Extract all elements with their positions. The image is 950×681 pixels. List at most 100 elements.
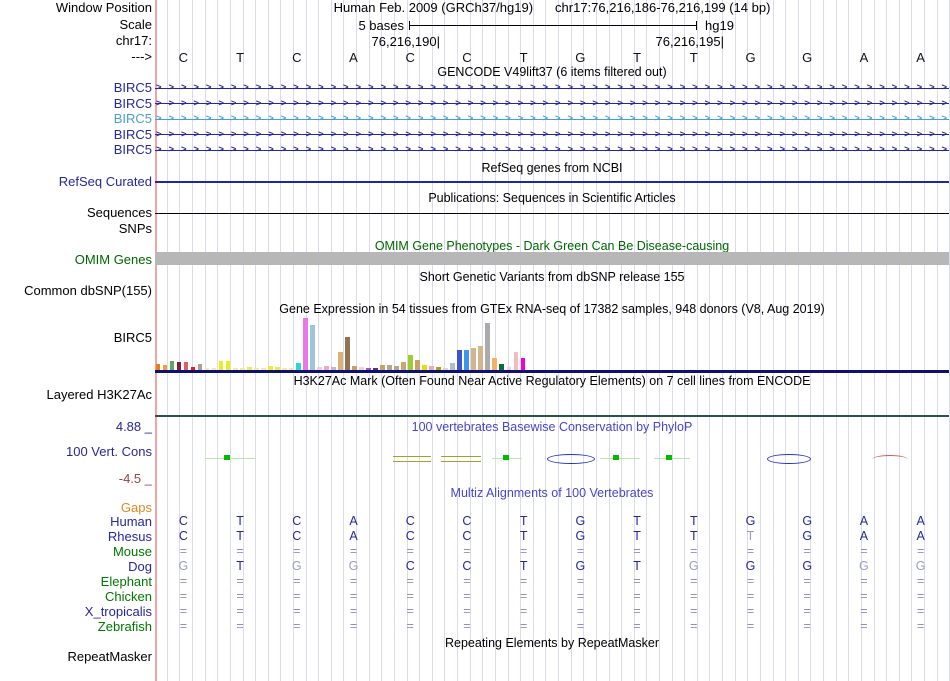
phylop-mark[interactable] — [654, 457, 690, 459]
gtex-bar[interactable] — [422, 365, 428, 370]
gaps-label[interactable]: Gaps — [120, 500, 152, 515]
phylop-mark[interactable] — [666, 455, 672, 460]
phylop-mark[interactable] — [547, 454, 595, 464]
gene-label-birc5[interactable]: BIRC5 — [113, 142, 152, 157]
h3k27ac-signal-line[interactable] — [155, 415, 949, 417]
species-label-rhesus[interactable]: Rhesus — [107, 529, 152, 544]
phylop-mark[interactable] — [872, 455, 908, 464]
gtex-bar[interactable] — [309, 325, 315, 370]
transcript-arrows[interactable]: > > > > > > > > > > > > > > > > > > > > > > > > > > > > > > > > > > > > > > > >… — [155, 129, 949, 141]
gtex-bar[interactable] — [338, 352, 343, 370]
gtex-bar[interactable] — [401, 362, 406, 370]
gtex-bar[interactable] — [239, 368, 245, 370]
gtex-bar[interactable] — [295, 363, 301, 370]
gtex-bar[interactable] — [331, 367, 336, 370]
gtex-bar[interactable] — [190, 367, 196, 370]
gtex-bar[interactable] — [316, 367, 322, 370]
phylop-mark[interactable] — [600, 457, 640, 459]
gtex-bar[interactable] — [492, 358, 498, 370]
gtex-bar[interactable] — [506, 367, 512, 370]
sequences-item-line[interactable] — [155, 212, 949, 214]
gtex-bar[interactable] — [471, 348, 477, 370]
gtex-bar[interactable] — [288, 368, 294, 370]
gtex-bar[interactable] — [204, 368, 210, 370]
gtex-bar[interactable] — [513, 352, 519, 370]
gtex-bar[interactable] — [380, 365, 385, 370]
omim-gene-bar[interactable] — [155, 252, 949, 265]
transcript-arrows[interactable]: > > > > > > > > > > > > > > > > > > > > > > > > > > > > > > > > > > > > > > > >… — [155, 82, 949, 94]
phylop-mark[interactable] — [393, 455, 431, 462]
gtex-bar[interactable] — [429, 366, 435, 370]
layered-h3k27ac-label[interactable]: Layered H3K27Ac — [46, 387, 152, 402]
gtex-bar[interactable] — [352, 366, 357, 370]
gtex-bar[interactable] — [197, 364, 203, 370]
gtex-bar[interactable] — [246, 367, 252, 370]
gtex-bar[interactable] — [169, 361, 175, 370]
gtex-bar[interactable] — [211, 368, 217, 370]
phylop-mark[interactable] — [767, 454, 811, 464]
gtex-bar[interactable] — [457, 350, 463, 370]
snps-label[interactable]: SNPs — [118, 221, 152, 236]
phylop-mark[interactable] — [613, 455, 619, 460]
gene-label-birc5[interactable]: BIRC5 — [113, 111, 152, 126]
species-label-human[interactable]: Human — [110, 514, 152, 529]
gene-label-birc5[interactable]: BIRC5 — [113, 80, 152, 95]
gtex-bar[interactable] — [155, 364, 161, 370]
gtex-bar[interactable] — [408, 355, 414, 370]
gtex-bar[interactable] — [450, 363, 456, 370]
phylop-mark[interactable] — [441, 455, 481, 462]
alignment-base: G — [291, 559, 302, 573]
gtex-bar[interactable] — [260, 368, 266, 370]
gtex-bar[interactable] — [176, 362, 182, 370]
omim-genes-label[interactable]: OMIM Genes — [74, 252, 152, 267]
species-label-elephant[interactable]: Elephant — [100, 574, 152, 589]
gtex-bar[interactable] — [415, 360, 421, 370]
gtex-bar[interactable] — [499, 364, 505, 370]
species-label-chicken[interactable]: Chicken — [105, 589, 152, 604]
gtex-bar[interactable] — [394, 366, 399, 370]
gtex-bar[interactable] — [267, 366, 273, 370]
gtex-bar[interactable] — [366, 368, 371, 370]
gtex-bar[interactable] — [373, 368, 378, 370]
gtex-bar[interactable] — [183, 362, 189, 370]
gtex-bar[interactable] — [274, 367, 280, 370]
gtex-bar[interactable] — [281, 368, 287, 370]
gene-label-birc5[interactable]: BIRC5 — [113, 126, 152, 142]
gtex-bar[interactable] — [323, 366, 329, 370]
phylop-mark[interactable] — [224, 455, 230, 460]
common-dbsnp-label[interactable]: Common dbSNP(155) — [24, 283, 152, 298]
gtex-bar[interactable] — [345, 337, 350, 370]
species-label-dog[interactable]: Dog — [128, 559, 152, 574]
gtex-bar[interactable] — [478, 346, 484, 370]
species-label-x_tropicalis[interactable]: X_tropicalis — [84, 604, 152, 619]
alignment-base: = — [803, 574, 811, 588]
transcript-arrows[interactable]: > > > > > > > > > > > > > > > > > > > > > > > > > > > > > > > > > > > > > > > >… — [155, 144, 949, 156]
gtex-bar[interactable] — [436, 367, 442, 370]
transcript-arrows[interactable]: > > > > > > > > > > > > > > > > > > > > > > > > > > > > > > > > > > > > > > > >… — [155, 98, 949, 110]
gtex-bar[interactable] — [253, 368, 259, 370]
transcript-arrows[interactable]: > > > > > > > > > > > > > > > > > > > > > > > > > > > > > > > > > > > > > > > >… — [155, 113, 949, 125]
gtex-bar[interactable] — [443, 368, 449, 370]
gtex-bar[interactable] — [218, 361, 224, 370]
species-label-mouse[interactable]: Mouse — [112, 544, 152, 559]
gtex-bar[interactable] — [225, 361, 231, 370]
gtex-bar[interactable] — [232, 368, 238, 370]
gtex-bar[interactable] — [485, 323, 491, 370]
vert-cons-label[interactable]: 100 Vert. Cons — [66, 444, 152, 459]
window-position-title: Human Feb. 2009 (GRCh37/hg19) chr17:76,2… — [155, 1, 949, 15]
gtex-bar[interactable] — [359, 367, 364, 370]
refseq-gene-line[interactable] — [155, 181, 949, 183]
gtex-bar[interactable] — [387, 365, 392, 370]
refseq-curated-label[interactable]: RefSeq Curated — [58, 174, 152, 189]
gtex-bar[interactable] — [464, 350, 470, 370]
sequences-label[interactable]: Sequences — [86, 205, 152, 220]
species-label-zebrafish[interactable]: Zebrafish — [97, 619, 152, 634]
gtex-gene-label[interactable]: BIRC5 — [113, 330, 152, 345]
gtex-bar[interactable] — [520, 358, 526, 370]
gene-label-birc5[interactable]: BIRC5 — [113, 95, 152, 111]
repeatmasker-label[interactable]: RepeatMasker — [67, 649, 152, 664]
gtex-bar[interactable] — [302, 318, 308, 370]
phylop-mark[interactable] — [503, 455, 509, 460]
gtex-bar[interactable] — [162, 365, 168, 370]
phylop-mark[interactable] — [205, 457, 255, 459]
